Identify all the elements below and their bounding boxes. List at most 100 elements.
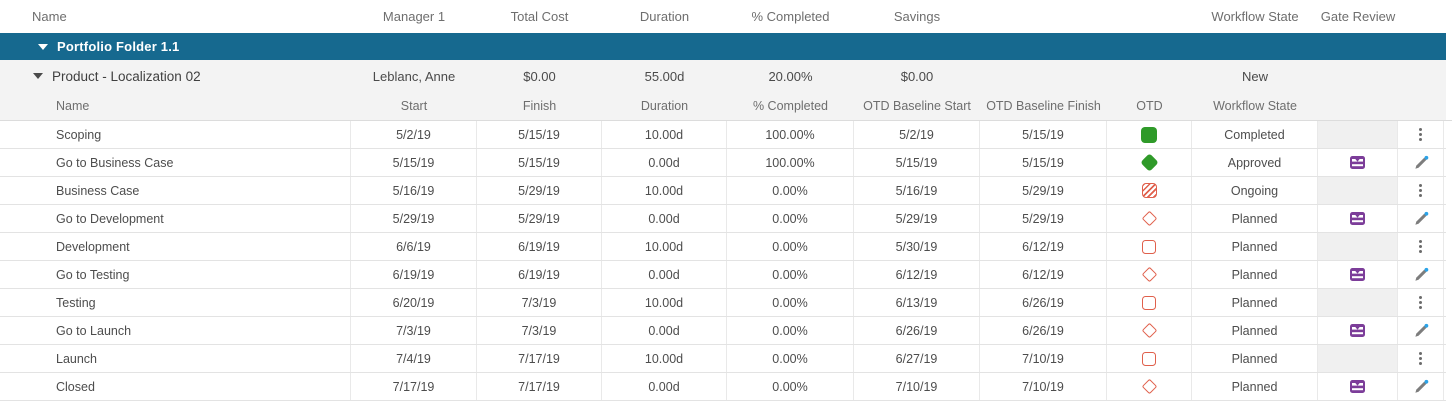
table-row[interactable]: Closed 7/17/19 7/17/19 0.00d 0.00% 7/10/… (0, 373, 1446, 401)
otd-status-icon (1141, 322, 1157, 339)
task-otd-baseline-finish: 5/29/19 (1022, 211, 1064, 226)
task-start-date: 7/4/19 (396, 351, 431, 366)
task-duration: 0.00d (648, 211, 680, 226)
table-row[interactable]: Go to Launch 7/3/19 7/3/19 0.00d 0.00% 6… (0, 317, 1446, 345)
row-menu-icon[interactable] (1419, 189, 1422, 192)
edit-pencil-icon[interactable] (1413, 267, 1429, 283)
subcol-header-pct-completed[interactable]: % Completed (752, 99, 829, 113)
edit-pencil-icon[interactable] (1413, 211, 1429, 227)
col-header-duration[interactable]: Duration (639, 9, 690, 24)
task-otd-baseline-finish: 6/26/19 (1022, 323, 1064, 338)
gate-review-icon[interactable] (1350, 156, 1365, 169)
task-duration: 0.00d (648, 379, 680, 394)
col-header-total-cost[interactable]: Total Cost (510, 9, 569, 24)
edit-pencil-icon[interactable] (1413, 323, 1429, 339)
project-pct-completed: 20.00% (768, 68, 813, 84)
table-row[interactable]: Testing 6/20/19 7/3/19 10.00d 0.00% 6/13… (0, 289, 1446, 317)
subcol-header-duration[interactable]: Duration (640, 99, 689, 113)
task-duration: 0.00d (648, 267, 680, 282)
subcol-header-otd[interactable]: OTD (1136, 99, 1163, 113)
task-duration: 10.00d (644, 295, 684, 310)
task-workflow-state: Completed (1224, 127, 1285, 142)
gate-review-icon[interactable] (1350, 324, 1365, 337)
task-pct-completed: 0.00% (772, 323, 808, 338)
task-otd-baseline-finish: 6/26/19 (1022, 295, 1064, 310)
subcol-header-start[interactable]: Start (400, 99, 428, 113)
task-otd-baseline-finish: 7/10/19 (1022, 351, 1064, 366)
task-otd-baseline-start: 5/2/19 (899, 127, 934, 142)
col-header-gate-review[interactable]: Gate Review (1320, 9, 1396, 24)
subcol-header-name[interactable]: Name (56, 99, 90, 113)
gate-review-icon[interactable] (1350, 380, 1365, 393)
portfolio-folder-bar[interactable]: Portfolio Folder 1.1 (0, 33, 1446, 60)
task-duration: 10.00d (644, 183, 684, 198)
gate-review-icon[interactable] (1350, 268, 1365, 281)
task-finish-date: 6/19/19 (518, 239, 560, 254)
subcol-header-finish[interactable]: Finish (522, 99, 557, 113)
task-duration: 10.00d (644, 351, 684, 366)
table-row[interactable]: Go to Development 5/29/19 5/29/19 0.00d … (0, 205, 1446, 233)
task-name: Closed (56, 379, 95, 394)
task-start-date: 7/3/19 (396, 323, 431, 338)
table-row[interactable]: Launch 7/4/19 7/17/19 10.00d 0.00% 6/27/… (0, 345, 1446, 373)
task-otd-baseline-start: 5/30/19 (895, 239, 938, 254)
task-name: Go to Development (56, 211, 164, 226)
task-pct-completed: 0.00% (772, 239, 808, 254)
col-header-workflow-state[interactable]: Workflow State (1211, 9, 1299, 24)
gate-review-icon[interactable] (1350, 212, 1365, 225)
edit-pencil-icon[interactable] (1413, 155, 1429, 171)
otd-status-icon (1142, 239, 1156, 254)
project-duration: 55.00d (644, 68, 685, 84)
project-manager: Leblanc, Anne (372, 68, 456, 84)
table-row[interactable]: Development 6/6/19 6/19/19 10.00d 0.00% … (0, 233, 1446, 261)
col-header-savings[interactable]: Savings (893, 9, 941, 24)
task-duration: 0.00d (648, 323, 680, 338)
task-name: Launch (56, 351, 98, 366)
task-pct-completed: 0.00% (772, 183, 808, 198)
row-menu-icon[interactable] (1419, 245, 1422, 248)
task-finish-date: 7/3/19 (521, 323, 557, 338)
task-otd-baseline-start: 6/26/19 (895, 323, 938, 338)
subcol-header-otd-baseline-finish[interactable]: OTD Baseline Finish (986, 99, 1101, 113)
table-row[interactable]: Go to Testing 6/19/19 6/19/19 0.00d 0.00… (0, 261, 1446, 289)
task-finish-date: 7/3/19 (521, 295, 557, 310)
task-rows: Scoping 5/2/19 5/15/19 10.00d 100.00% 5/… (0, 120, 1452, 401)
subcol-header-workflow-state[interactable]: Workflow State (1213, 99, 1297, 113)
task-otd-baseline-start: 5/16/19 (895, 183, 938, 198)
col-header-manager[interactable]: Manager 1 (382, 9, 446, 24)
subcol-header-otd-baseline-start[interactable]: OTD Baseline Start (863, 99, 971, 113)
table-row[interactable]: Business Case 5/16/19 5/29/19 10.00d 0.0… (0, 177, 1446, 205)
task-pct-completed: 0.00% (772, 267, 808, 282)
collapse-triangle-icon[interactable] (38, 43, 48, 50)
table-row[interactable]: Scoping 5/2/19 5/15/19 10.00d 100.00% 5/… (0, 121, 1446, 149)
task-name: Development (56, 239, 130, 254)
otd-status-icon (1142, 295, 1156, 310)
project-name: Product - Localization 02 (52, 68, 201, 84)
project-workflow-state: New (1241, 68, 1268, 84)
row-menu-icon[interactable] (1419, 133, 1422, 136)
task-name: Go to Testing (56, 267, 130, 282)
col-header-pct-completed[interactable]: % Completed (751, 9, 830, 24)
task-workflow-state: Planned (1231, 211, 1278, 226)
table-row[interactable]: Go to Business Case 5/15/19 5/15/19 0.00… (0, 149, 1446, 177)
col-header-name[interactable]: Name (32, 9, 67, 24)
task-finish-date: 5/15/19 (518, 127, 560, 142)
task-start-date: 5/15/19 (392, 155, 435, 170)
task-pct-completed: 0.00% (772, 295, 808, 310)
task-workflow-state: Planned (1231, 267, 1278, 282)
task-workflow-state: Planned (1231, 379, 1278, 394)
task-pct-completed: 100.00% (765, 155, 815, 170)
task-name: Go to Launch (56, 323, 132, 338)
task-workflow-state: Planned (1231, 323, 1278, 338)
row-menu-icon[interactable] (1419, 357, 1422, 360)
project-savings: $0.00 (900, 68, 934, 84)
task-start-date: 6/19/19 (392, 267, 435, 282)
collapse-triangle-icon[interactable] (33, 73, 43, 79)
edit-pencil-icon[interactable] (1413, 379, 1429, 395)
task-workflow-state: Approved (1227, 155, 1282, 170)
otd-status-icon (1141, 210, 1157, 227)
otd-status-icon (1141, 126, 1157, 143)
row-menu-icon[interactable] (1419, 301, 1422, 304)
portfolio-folder-title: Portfolio Folder 1.1 (57, 39, 180, 54)
project-summary-row[interactable]: Product - Localization 02 Leblanc, Anne … (0, 60, 1446, 92)
